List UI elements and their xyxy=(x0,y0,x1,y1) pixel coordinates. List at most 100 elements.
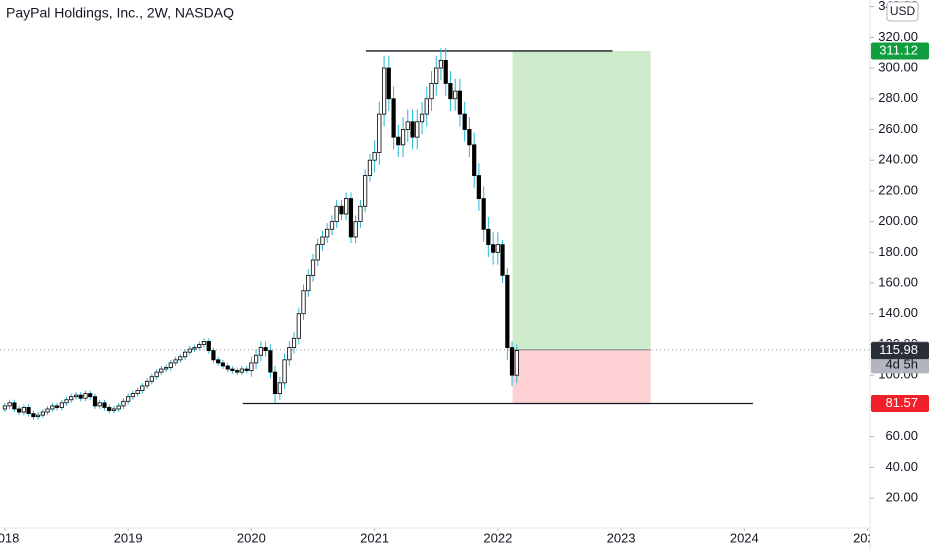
candle-body xyxy=(69,396,74,401)
candle-body xyxy=(434,67,439,84)
candle-body xyxy=(92,396,98,407)
candle-body xyxy=(396,136,401,146)
candle-body xyxy=(287,347,292,361)
x-tick-label: 2021 xyxy=(360,530,389,545)
candle-body xyxy=(405,121,410,130)
y-tick-label: 60.00 xyxy=(885,428,918,443)
candle-body xyxy=(64,399,69,404)
candle-body xyxy=(225,365,230,370)
price-label-box xyxy=(871,342,929,360)
candle-body xyxy=(54,405,60,408)
candle-body xyxy=(505,274,510,348)
price-label: 115.98 xyxy=(879,342,918,357)
y-tick-label: 280.00 xyxy=(878,90,918,105)
candle-body xyxy=(391,98,396,138)
candle-body xyxy=(315,244,320,261)
candle-body xyxy=(116,405,121,410)
x-tick-label: 2019 xyxy=(114,530,143,545)
candle-body xyxy=(310,259,316,276)
candle-body xyxy=(97,402,102,407)
candle-body xyxy=(102,402,107,408)
candle-body xyxy=(35,414,41,418)
candle-body xyxy=(130,393,135,398)
candle-body xyxy=(45,408,50,413)
y-tick-label: 40.00 xyxy=(885,459,918,474)
candle-body xyxy=(443,59,448,84)
candle-body xyxy=(481,198,486,230)
y-tick-label: 180.00 xyxy=(878,244,918,259)
chart-title: PayPal Holdings, Inc., 2W, NASDAQ xyxy=(6,5,234,21)
candle-body xyxy=(111,408,117,411)
candle-body xyxy=(7,402,12,407)
y-tick-label: 240.00 xyxy=(878,152,918,167)
candle-body xyxy=(206,341,211,352)
candle-body xyxy=(178,356,183,361)
price-axis-panel xyxy=(870,0,932,550)
price-label: 311.12 xyxy=(879,42,918,57)
candle-body xyxy=(31,413,36,418)
candle-body xyxy=(495,244,500,253)
candle-body xyxy=(476,175,481,199)
candle-body xyxy=(12,402,17,410)
candle-body xyxy=(325,228,330,238)
candle-body xyxy=(320,236,325,246)
candle-body xyxy=(410,121,415,138)
candle-body xyxy=(453,90,458,100)
candle-body xyxy=(472,144,477,176)
candle-body xyxy=(164,367,169,370)
candle-body xyxy=(486,228,491,246)
currency-button[interactable] xyxy=(886,1,919,22)
y-tick-label: 320.00 xyxy=(878,29,918,44)
candle-body xyxy=(249,362,254,371)
candle-body xyxy=(344,198,349,215)
candle-body xyxy=(239,368,245,373)
candle-body xyxy=(253,354,259,364)
candle-body xyxy=(211,350,216,361)
candle-body xyxy=(377,113,382,153)
candle-body xyxy=(429,82,434,100)
candle-body xyxy=(448,82,453,100)
candle-body xyxy=(367,159,373,176)
candle-body xyxy=(26,407,31,414)
y-tick-label: 160.00 xyxy=(878,274,918,289)
x-tick-label: 2024 xyxy=(730,530,759,545)
candle-body xyxy=(220,362,226,367)
x-tick-label: 2022 xyxy=(483,530,512,545)
candle-body xyxy=(263,347,268,352)
candle-body xyxy=(296,313,301,339)
y-tick-label: 300.00 xyxy=(878,59,918,74)
candle-body xyxy=(173,359,178,364)
y-tick-label: 260.00 xyxy=(878,121,918,136)
candle-body xyxy=(73,394,79,398)
candle-body xyxy=(201,341,207,345)
y-tick-label: 140.00 xyxy=(878,305,918,320)
candle-body xyxy=(272,371,278,395)
candle-body xyxy=(467,129,472,146)
candle-body xyxy=(154,371,159,378)
candle-body xyxy=(372,152,377,161)
candle-body xyxy=(358,205,363,223)
profit-zone xyxy=(512,50,651,350)
candle-body xyxy=(140,385,145,391)
candle-body xyxy=(78,394,83,399)
candle-body xyxy=(339,205,344,215)
y-tick-label: 20.00 xyxy=(885,489,918,504)
price-label: 81.57 xyxy=(885,395,918,410)
candle-body xyxy=(348,198,354,238)
price-label-box xyxy=(871,394,929,412)
candle-body xyxy=(145,380,150,387)
loss-zone xyxy=(512,349,651,404)
candle-body xyxy=(514,350,519,376)
candle-body xyxy=(107,407,112,411)
currency[interactable]: USD xyxy=(890,4,916,18)
candle-body xyxy=(306,274,311,292)
candle-body xyxy=(363,175,368,207)
candle-body xyxy=(400,129,406,146)
candle-body xyxy=(197,344,202,348)
candle-body xyxy=(182,351,188,358)
candle-body xyxy=(457,90,462,115)
candle-body xyxy=(258,347,263,356)
price-label-note: 4d 5h xyxy=(885,356,918,371)
candle-body xyxy=(329,221,335,230)
candle-body xyxy=(149,376,154,382)
